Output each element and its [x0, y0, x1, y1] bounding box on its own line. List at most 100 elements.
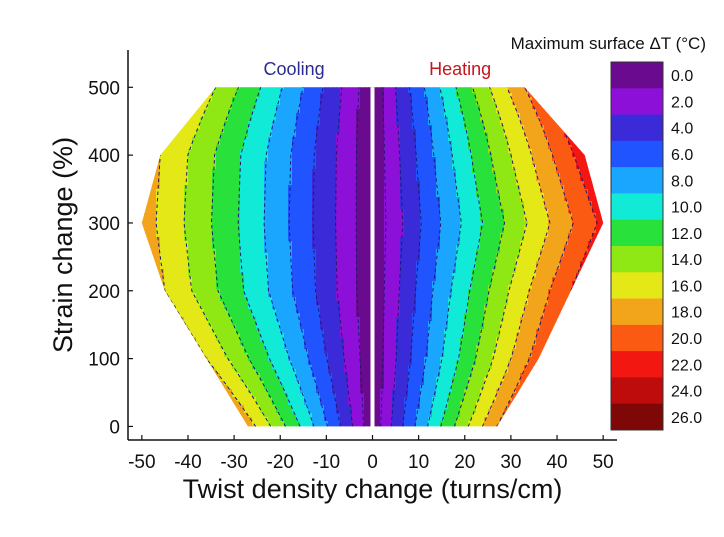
contour-cell [280, 325, 285, 330]
contour-cell [292, 97, 297, 102]
contour-cell [216, 189, 221, 194]
contour-cell [336, 369, 341, 374]
contour-cell [296, 201, 301, 206]
contour-cell [364, 313, 369, 318]
contour-cell [196, 185, 201, 190]
contour-cell [264, 301, 269, 306]
contour-cell [336, 157, 341, 162]
contour-cell [288, 357, 293, 362]
contour-cell [156, 89, 161, 94]
contour-cell [340, 189, 345, 194]
contour-cell [276, 97, 281, 102]
contour-cell [212, 209, 217, 214]
contour-cell [244, 269, 249, 274]
contour-cell [141, 205, 145, 210]
contour-cell [152, 141, 157, 146]
contour-cell [348, 269, 353, 274]
contour-cell [348, 189, 353, 194]
contour-cell [260, 401, 265, 406]
contour-cell [196, 361, 201, 366]
contour-cell [280, 97, 285, 102]
contour-cell [316, 189, 321, 194]
contour-cell [228, 137, 233, 142]
contour-cell [180, 285, 185, 290]
contour-cell [320, 113, 325, 118]
contour-cell [244, 381, 249, 386]
contour-cell [356, 81, 361, 86]
contour-cell [244, 133, 249, 138]
contour-cell [288, 309, 293, 314]
contour-cell [336, 117, 341, 122]
contour-cell [136, 345, 141, 350]
contour-cell [304, 149, 309, 154]
contour-cell [244, 309, 249, 314]
contour-cell [240, 329, 245, 334]
contour-cell [252, 145, 257, 150]
contour-cell [316, 185, 321, 190]
contour-cell [364, 253, 369, 258]
contour-cell [172, 233, 177, 238]
contour-cell [208, 165, 213, 170]
contour-cell [292, 173, 297, 178]
contour-cell [352, 325, 357, 330]
contour-cell [224, 157, 229, 162]
contour-cell [284, 345, 289, 350]
contour-cell [220, 105, 225, 110]
contour-cell [344, 229, 349, 234]
contour-cell [248, 277, 253, 282]
contour-cell [368, 321, 373, 326]
contour-cell [304, 93, 309, 98]
contour-cell [176, 145, 181, 150]
contour-cell [264, 333, 269, 338]
contour-cell [148, 389, 153, 394]
contour-cell [168, 89, 173, 94]
contour-cell [256, 101, 261, 106]
contour-cell [232, 193, 237, 198]
contour-cell [256, 73, 261, 78]
contour-cell [224, 245, 229, 250]
contour-cell [280, 361, 285, 366]
contour-cell [172, 117, 177, 122]
contour-cell [344, 241, 349, 246]
contour-cell [136, 169, 141, 174]
contour-cell [180, 293, 185, 298]
contour-cell [312, 309, 317, 314]
contour-cell [332, 353, 337, 358]
contour-cell [364, 377, 369, 382]
contour-cell [204, 321, 209, 326]
contour-cell [204, 257, 209, 262]
contour-cell [352, 249, 357, 254]
contour-cell [244, 357, 249, 362]
contour-cell [260, 87, 265, 90]
contour-cell [180, 405, 185, 410]
contour-cell [188, 125, 193, 130]
contour-cell [248, 93, 253, 98]
contour-cell [144, 129, 149, 134]
contour-cell [136, 329, 141, 334]
contour-cell [168, 333, 173, 338]
contour-cell [268, 269, 273, 274]
contour-cell [284, 301, 289, 306]
contour-cell [184, 81, 189, 86]
contour-cell [292, 177, 297, 182]
contour-cell [328, 149, 333, 154]
contour-cell [332, 249, 337, 254]
contour-cell [308, 237, 313, 242]
contour-cell [272, 229, 277, 234]
contour-cell [332, 225, 337, 230]
contour-cell [332, 173, 337, 178]
contour-cell [141, 229, 145, 234]
contour-cell [132, 389, 137, 394]
contour-cell [284, 153, 289, 158]
contour-cell [308, 277, 313, 282]
contour-cell [328, 357, 333, 362]
contour-cell [276, 297, 281, 302]
contour-cell [284, 361, 289, 366]
contour-cell [152, 225, 157, 230]
contour-cell [152, 253, 157, 258]
contour-cell [276, 181, 281, 186]
contour-cell [308, 365, 313, 370]
contour-cell [228, 185, 233, 190]
contour-cell [144, 81, 149, 86]
contour-cell [216, 145, 221, 150]
